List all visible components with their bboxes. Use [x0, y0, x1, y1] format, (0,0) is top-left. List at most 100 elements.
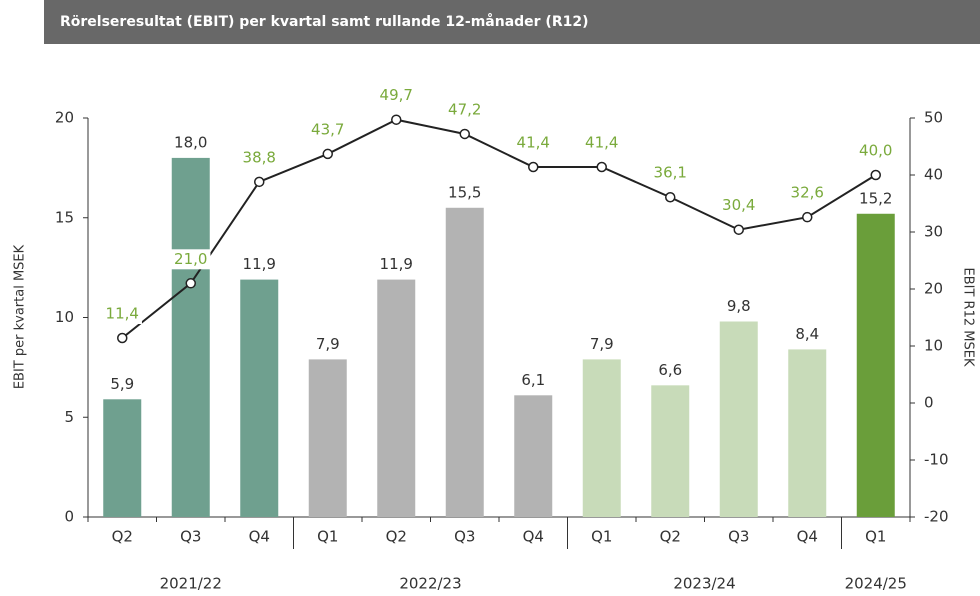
label-background — [312, 334, 343, 355]
x-tick-label: Q3 — [728, 528, 749, 546]
bar — [240, 279, 279, 517]
label-background — [723, 296, 754, 317]
line-marker — [802, 211, 813, 223]
x-tick-label: Q1 — [591, 528, 612, 546]
title-bar — [44, 0, 980, 44]
value-label: 7,9 — [590, 335, 614, 353]
y2-tick-label: 20 — [924, 280, 943, 298]
value-label: 5,9 — [110, 375, 134, 393]
y2-tick-label: -20 — [924, 508, 949, 526]
value-label: 21,0 — [174, 250, 207, 268]
y-tick-label: 5 — [64, 408, 74, 426]
y2-axis-label: EBIT R12 MSEK — [961, 268, 976, 367]
y2-tick-label: 50 — [924, 109, 943, 127]
y2-tick-label: 10 — [924, 337, 943, 355]
label-background — [102, 304, 142, 325]
label-background — [792, 324, 823, 345]
label-background — [239, 147, 279, 168]
line-marker — [733, 224, 744, 235]
group-label: 2023/24 — [673, 575, 735, 593]
group-label: 2024/25 — [845, 575, 907, 593]
bar — [377, 279, 416, 517]
value-label: 49,7 — [380, 86, 413, 104]
line-marker — [596, 161, 607, 173]
label-background — [171, 132, 211, 153]
y-tick-label: 0 — [64, 508, 74, 526]
line-marker — [665, 191, 676, 203]
y-tick-label: 15 — [55, 208, 74, 226]
y-tick-label: 10 — [55, 308, 74, 326]
bar — [308, 359, 347, 517]
x-tick-label: Q4 — [249, 528, 270, 546]
label-background — [787, 183, 827, 204]
value-label: 11,9 — [243, 255, 276, 273]
value-label: 11,9 — [380, 255, 413, 273]
bar — [445, 207, 484, 517]
value-label: 7,9 — [316, 335, 340, 353]
label-background — [445, 182, 485, 203]
value-label: 47,2 — [448, 100, 481, 118]
bar — [651, 385, 690, 517]
x-tick-label: Q2 — [112, 528, 133, 546]
line-marker — [254, 176, 265, 188]
group-label: 2021/22 — [160, 575, 222, 593]
value-label: 15,5 — [448, 183, 481, 201]
bar — [171, 157, 210, 517]
chart-title: Rörelseresultat (EBIT) per kvartal samt … — [60, 13, 589, 30]
label-background — [376, 254, 416, 275]
label-background — [308, 119, 348, 140]
value-label: 18,0 — [174, 133, 207, 151]
bar — [582, 359, 621, 517]
y2-tick-label: 30 — [924, 223, 943, 241]
x-tick-label: Q4 — [523, 528, 544, 546]
value-label: 6,6 — [658, 361, 682, 379]
value-label: 41,4 — [585, 134, 618, 152]
value-label: 9,8 — [727, 297, 751, 315]
x-tick-label: Q3 — [180, 528, 201, 546]
value-label: 30,4 — [722, 196, 755, 214]
x-tick-label: Q1 — [865, 528, 886, 546]
line-marker — [391, 114, 402, 125]
label-background — [582, 133, 622, 154]
label-background — [107, 374, 138, 395]
x-tick-label: Q2 — [386, 528, 407, 546]
bar — [514, 395, 553, 517]
x-tick-label: Q4 — [797, 528, 818, 546]
line-marker — [459, 128, 470, 140]
label-background — [586, 334, 617, 355]
label-background — [650, 163, 690, 184]
bar — [788, 349, 827, 517]
line — [121, 118, 877, 339]
y2-tick-label: 40 — [924, 166, 943, 184]
value-label: 11,4 — [106, 305, 139, 323]
bar — [856, 213, 895, 517]
group-label: 2022/23 — [399, 575, 461, 593]
line-marker — [528, 161, 539, 173]
label-background — [376, 85, 416, 106]
line-marker — [185, 278, 196, 289]
y2-tick-label: 0 — [924, 394, 934, 412]
bar — [719, 321, 758, 517]
y2-tick-label: -10 — [924, 451, 949, 469]
y-axis-label: EBIT per kvartal MSEK — [13, 244, 28, 389]
label-background — [239, 254, 279, 275]
line-marker — [117, 332, 128, 344]
y-tick-label: 20 — [55, 109, 74, 127]
value-label: 6,1 — [521, 371, 545, 389]
value-label: 41,4 — [517, 134, 550, 152]
line-marker — [870, 169, 881, 181]
label-background — [856, 141, 896, 161]
label-background — [719, 195, 759, 216]
x-tick-label: Q3 — [454, 528, 475, 546]
value-label: 32,6 — [791, 184, 824, 202]
label-background — [171, 249, 211, 270]
value-label: 40,0 — [859, 142, 892, 160]
label-background — [445, 99, 485, 120]
x-tick-label: Q1 — [317, 528, 338, 546]
value-label: 15,2 — [859, 189, 892, 207]
label-background — [518, 370, 549, 391]
label-background — [513, 133, 553, 154]
bar — [103, 399, 142, 517]
value-label: 38,8 — [243, 148, 276, 166]
